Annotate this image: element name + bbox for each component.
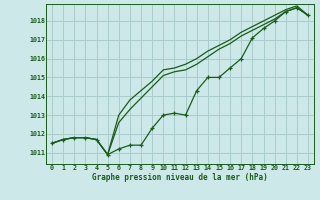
- X-axis label: Graphe pression niveau de la mer (hPa): Graphe pression niveau de la mer (hPa): [92, 173, 268, 182]
